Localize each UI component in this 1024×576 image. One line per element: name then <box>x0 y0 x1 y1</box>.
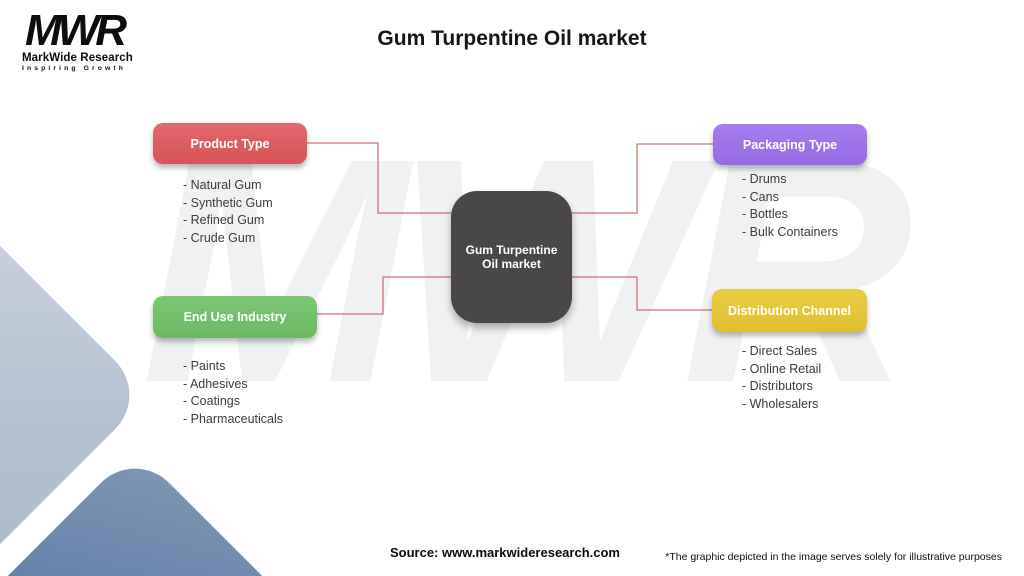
center-node-label: Gum Turpentine Oil market <box>465 242 558 271</box>
list-item: - Online Retail <box>742 361 822 376</box>
disclaimer-text: *The graphic depicted in the image serve… <box>665 551 1002 563</box>
list-item: - Wholesalers <box>742 396 819 411</box>
list-item: - Adhesives <box>183 376 248 391</box>
category-label-packaging-type: Packaging Type <box>742 137 838 152</box>
logo-name: MarkWide Research <box>22 51 133 64</box>
list-item: - Cans <box>742 189 779 204</box>
category-box-packaging-type: Packaging Type <box>713 124 867 165</box>
list-item: - Pharmaceuticals <box>183 411 284 426</box>
list-item: - Crude Gum <box>183 230 256 245</box>
logo-acronym: MWR <box>25 6 127 55</box>
category-box-distribution-channel: Distribution Channel <box>712 289 867 332</box>
list-item: - Paints <box>183 359 226 373</box>
category-list-product-type: - Natural Gum - Synthetic Gum - Refined … <box>183 177 273 247</box>
list-item: - Bottles <box>742 207 788 222</box>
page-title: Gum Turpentine Oil market <box>377 27 647 50</box>
markwide-logo: MWR MarkWide Research Inspiring Growth <box>22 6 133 72</box>
list-item: - Refined Gum <box>183 213 265 228</box>
source-text: Source: www.markwideresearch.com <box>389 545 620 560</box>
list-item: - Distributors <box>742 379 813 394</box>
list-item: - Drums <box>742 172 787 186</box>
center-node: Gum Turpentine Oil market <box>451 191 572 323</box>
list-item: - Natural Gum <box>183 178 262 192</box>
list-item: - Direct Sales <box>742 344 818 358</box>
logo-tagline: Inspiring Growth <box>22 64 126 72</box>
category-list-end-use-industry: - Paints - Adhesives - Coatings - Pharma… <box>183 358 283 428</box>
category-list-distribution-channel: - Direct Sales - Online Retail - Distrib… <box>742 343 821 413</box>
category-label-end-use-industry: End Use Industry <box>183 310 287 324</box>
list-item: - Bulk Containers <box>742 224 838 239</box>
list-item: - Synthetic Gum <box>183 195 273 210</box>
category-label-product-type: Product Type <box>190 136 270 151</box>
list-item: - Coatings <box>183 394 240 409</box>
category-box-product-type: Product Type <box>153 123 307 164</box>
category-box-end-use-industry: End Use Industry <box>153 296 317 338</box>
category-label-distribution-channel: Distribution Channel <box>728 303 851 318</box>
category-list-packaging-type: - Drums - Cans - Bottles - Bulk Containe… <box>742 171 838 241</box>
